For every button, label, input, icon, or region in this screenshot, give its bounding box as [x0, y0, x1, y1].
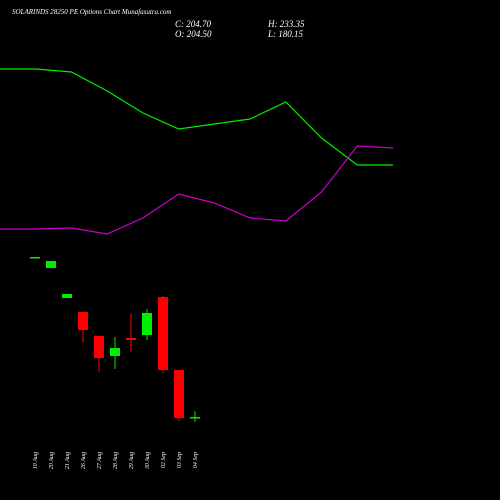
close-label: C: 204.70 [175, 19, 212, 29]
x-tick-label: 30 Aug [145, 452, 151, 470]
candle-body [158, 297, 168, 370]
candle-body [30, 257, 40, 259]
high-label: H: 233.35 [267, 19, 305, 29]
low-label: L: 180.15 [267, 29, 304, 39]
candle-body [174, 370, 184, 418]
candle-body [142, 313, 152, 335]
candle-body [46, 261, 56, 268]
candle-body [190, 417, 200, 419]
x-tick-label: 02 Sep [161, 452, 167, 468]
x-tick-label: 20 Aug [49, 452, 55, 469]
indicator-line [0, 68, 393, 166]
candle-body [62, 294, 72, 298]
x-tick-label: 28 Aug [113, 452, 119, 469]
candle-body [110, 348, 120, 356]
x-tick-label: 04 Sep [192, 452, 199, 468]
candle-body [126, 338, 136, 340]
indicator-line [0, 145, 394, 235]
x-tick-label: 26 Aug [81, 452, 87, 469]
x-tick-label: 27 Aug [97, 452, 103, 469]
open-label: O: 204.50 [175, 29, 212, 39]
candle-body [78, 312, 88, 330]
x-tick-label: 03 Sep [177, 452, 183, 468]
x-tick-label: 29 Aug [129, 452, 135, 469]
candle-body [94, 336, 104, 358]
x-tick-label: 19 Aug [33, 452, 39, 469]
chart-title: SOLARINDS 28250 PE Options Chart Munafas… [12, 8, 171, 16]
x-tick-label: 21 Aug [65, 452, 71, 469]
